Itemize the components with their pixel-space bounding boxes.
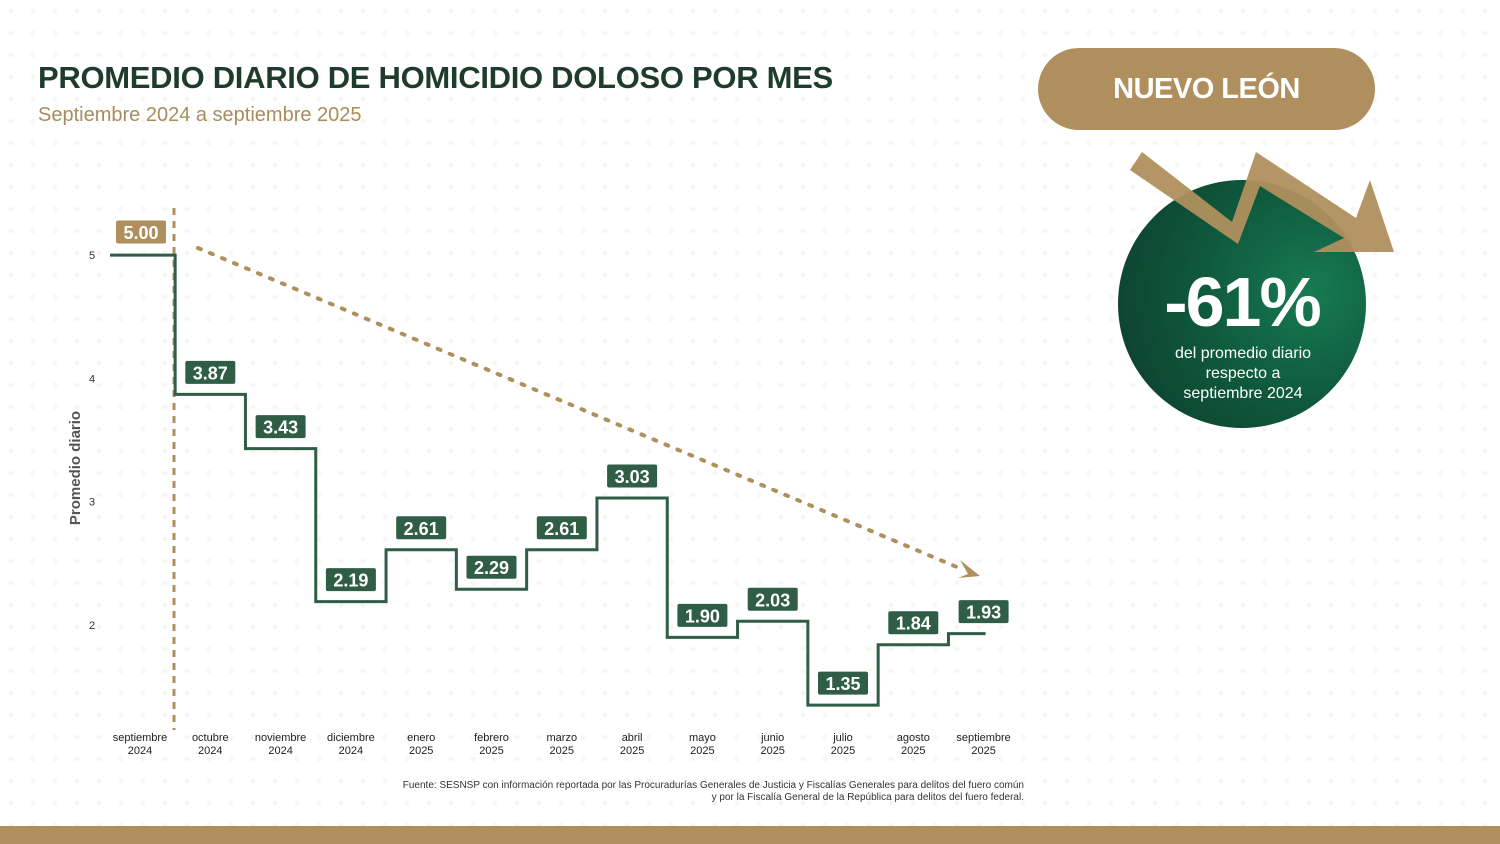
x-tick-label: 2024 [268,745,292,757]
step-line-chart: 2 3 4 5 Promedio diario 5.00 3.87 3.43 2.19 2.61 2… [67,208,1011,757]
caption-line: respecto a [1205,365,1281,382]
data-label-box [534,514,589,542]
state-name: NUEVO LEÓN [1113,72,1300,105]
data-label-box [394,514,449,542]
data-label: 2.19 [333,571,368,591]
x-tick-label: junio [760,732,784,744]
y-axis-label: Promedio diario [67,411,84,525]
x-tick-label: diciembre [327,732,375,744]
x-tick-label: septiembre [956,732,1010,744]
x-tick-label: 2025 [409,745,433,757]
data-label-box [675,601,730,629]
data-label: 1.90 [685,606,720,626]
data-label-box [464,553,519,581]
source-line: y por la Fiscalía General de la Repúblic… [711,792,1024,803]
down-trend-arrow-icon [1130,152,1394,252]
x-tick-label: 2024 [198,745,222,757]
data-label: 2.03 [755,590,790,610]
y-tick-label: 4 [89,373,95,385]
x-tick-label: 2024 [128,745,152,757]
bottom-bar [0,826,1500,844]
data-label: 2.61 [404,519,439,539]
x-tick-label: agosto [897,732,930,744]
y-tick-label: 5 [89,250,95,262]
x-tick-label: 2025 [971,745,995,757]
x-tick-label: 2024 [339,745,363,757]
x-tick-label: 2025 [901,745,925,757]
data-label-box [605,462,660,490]
x-tick-label: 2025 [831,745,855,757]
data-label: 3.87 [193,363,228,383]
x-tick-label: 2025 [690,745,714,757]
trend-line [196,246,966,572]
data-series-line [110,253,986,707]
x-tick-label: 2025 [760,745,784,757]
data-label: 2.29 [474,558,509,578]
source-line: Fuente: SESNSP con información reportada… [402,780,1024,791]
x-tick-label: 2025 [620,745,644,757]
reduction-value: -61% [1164,263,1321,341]
x-tick-label: febrero [474,732,509,744]
x-tick-label: 2025 [550,745,574,757]
data-label-box [956,598,1011,626]
x-tick-label: marzo [547,732,578,744]
data-label-box [253,413,308,441]
data-label-box [114,218,168,246]
y-tick-label: 3 [89,497,95,509]
data-label-box [745,585,800,613]
y-tick-label: 2 [89,620,95,632]
page-subtitle: Septiembre 2024 a septiembre 2025 [38,104,362,126]
page-title: PROMEDIO DIARIO DE HOMICIDIO DOLOSO POR … [38,60,833,95]
caption-line: del promedio diario [1174,345,1312,362]
reduction-caption: del promedio diario respecto a septiembr… [1148,344,1338,404]
data-label-box [183,358,238,386]
x-tick-label: julio [832,732,853,744]
data-label: 2.61 [544,519,579,539]
data-label: 1.84 [896,614,931,634]
x-tick-label: septiembre [113,732,167,744]
x-tick-label: enero [407,732,435,744]
trend-arrow-head [958,560,980,578]
x-tick-label: abril [622,732,643,744]
data-label: 3.03 [615,467,650,487]
x-tick-label: octubre [192,732,229,744]
data-label: 1.35 [825,674,860,694]
x-tick-label: noviembre [255,732,306,744]
data-label: 3.43 [263,418,298,438]
data-label-box [886,609,941,637]
data-label-box [816,669,870,697]
data-label: 1.93 [966,603,1001,623]
x-tick-label: 2025 [479,745,503,757]
data-label: 5.00 [123,223,158,243]
data-label-box [323,566,378,594]
source-note: Fuente: SESNSP con información reportada… [300,780,1024,804]
x-tick-label: mayo [689,732,716,744]
caption-line: septiembre 2024 [1183,385,1303,402]
state-badge: NUEVO LEÓN [1038,48,1375,130]
